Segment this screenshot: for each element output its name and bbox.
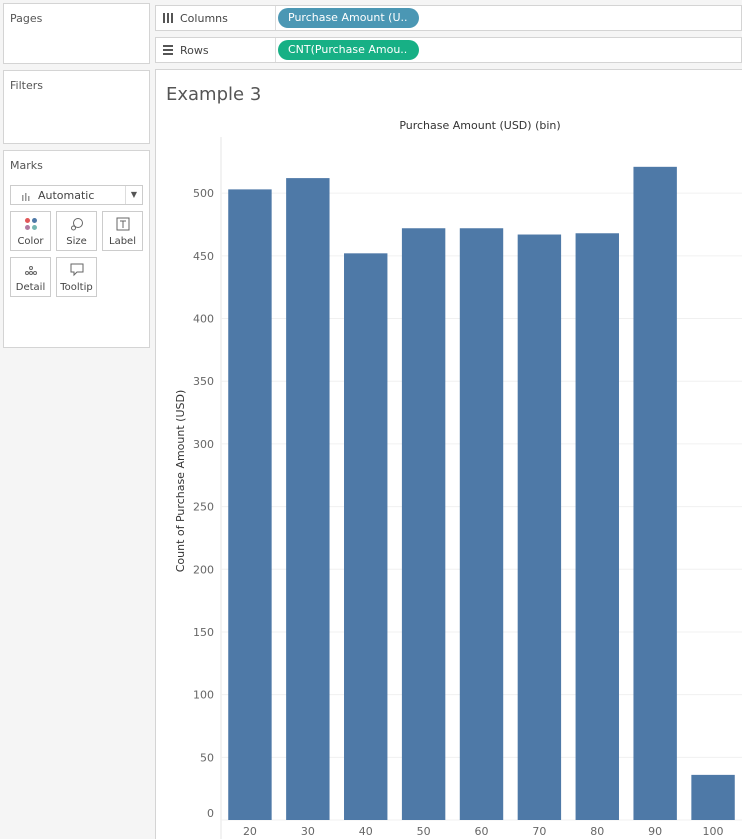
x-tick-label: 90	[648, 825, 662, 838]
tooltip-icon	[70, 263, 84, 277]
color-icon	[25, 218, 37, 230]
pages-caption: Pages	[10, 12, 43, 25]
x-tick-label: 100	[703, 825, 724, 838]
filters-card: Filters	[3, 70, 150, 144]
mark-type-label: Automatic	[38, 189, 95, 202]
bar	[633, 166, 677, 820]
x-tick-label: 50	[417, 825, 431, 838]
tooltip-label: Tooltip	[60, 282, 93, 293]
label-button[interactable]: Label	[102, 211, 143, 251]
columns-shelf: Columns Purchase Amount (U..	[155, 5, 742, 31]
color-button[interactable]: Color	[10, 211, 51, 251]
sheet-title: Example 3	[166, 84, 262, 105]
shelf-divider	[275, 38, 276, 62]
rows-pill[interactable]: CNT(Purchase Amou..	[278, 40, 419, 60]
label-icon	[116, 217, 130, 231]
y-tick-label: 150	[193, 626, 214, 639]
bar	[459, 228, 504, 821]
y-tick-label: 100	[193, 689, 214, 702]
y-tick-label: 300	[193, 438, 214, 451]
detail-label: Detail	[15, 282, 46, 293]
shelf-divider	[275, 6, 276, 30]
x-tick-label: 80	[590, 825, 604, 838]
rows-shelf: Rows CNT(Purchase Amou..	[155, 37, 742, 63]
detail-button[interactable]: Detail	[10, 257, 51, 297]
bar	[228, 189, 272, 821]
y-tick-label: 250	[193, 501, 214, 514]
bar	[691, 774, 735, 820]
y-axis-title: Count of Purchase Amount (USD)	[174, 390, 187, 573]
y-tick-label: 500	[193, 187, 214, 200]
filters-caption: Filters	[10, 79, 43, 92]
bar	[286, 178, 330, 820]
bar	[401, 228, 446, 821]
y-tick-label: 450	[193, 250, 214, 263]
columns-label: Columns	[180, 12, 228, 25]
y-tick-label: 400	[193, 313, 214, 326]
x-tick-label: 60	[475, 825, 489, 838]
rows-icon	[163, 45, 173, 55]
columns-pill[interactable]: Purchase Amount (U..	[278, 8, 419, 28]
pages-card: Pages	[3, 3, 150, 64]
x-tick-label: 70	[532, 825, 546, 838]
y-tick-label: 50	[200, 751, 214, 764]
label-label: Label	[109, 236, 136, 247]
size-icon	[71, 218, 83, 231]
rows-label: Rows	[180, 44, 209, 57]
marks-caption: Marks	[10, 159, 43, 172]
chart-title: Purchase Amount (USD) (bin)	[399, 119, 560, 132]
tooltip-button[interactable]: Tooltip	[56, 257, 97, 297]
mark-type-dropdown[interactable]: Automatic ▼	[10, 185, 143, 205]
detail-icon	[25, 266, 37, 275]
x-tick-label: 40	[359, 825, 373, 838]
bar	[575, 233, 619, 820]
y-tick-label: 0	[207, 807, 214, 820]
y-tick-label: 200	[193, 563, 214, 576]
bar	[517, 234, 562, 820]
color-label: Color	[17, 236, 44, 247]
y-tick-label: 350	[193, 375, 214, 388]
size-label: Size	[66, 236, 87, 247]
columns-icon	[163, 13, 173, 23]
marks-card: Marks Automatic ▼ Color Size Label Detai…	[3, 150, 150, 348]
bar-icon	[22, 193, 30, 201]
bar	[344, 253, 388, 820]
size-button[interactable]: Size	[56, 211, 97, 251]
x-tick-label: 20	[243, 825, 257, 838]
x-tick-label: 30	[301, 825, 315, 838]
dropdown-arrow: ▼	[125, 186, 142, 204]
